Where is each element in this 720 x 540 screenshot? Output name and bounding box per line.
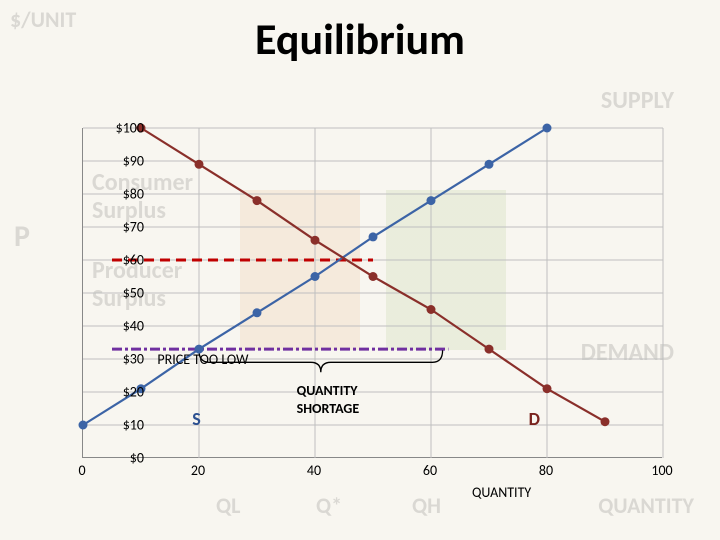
y-tick: $60	[108, 252, 144, 269]
y-tick: $80	[108, 186, 144, 203]
y-tick: $40	[108, 318, 144, 335]
bg-quantity-big: QUANTITY	[598, 492, 694, 519]
quantity-shortage-label-2: SHORTAGE	[297, 400, 360, 417]
y-tick: $30	[108, 351, 144, 368]
price-too-low-label: PRICE TOO LOW	[157, 351, 248, 368]
page-title: Equilibrium	[0, 0, 720, 66]
y-tick: $90	[108, 153, 144, 170]
quantity-shortage-label-1: QUANTITY	[297, 382, 358, 399]
y-tick: $100	[108, 120, 144, 137]
bg-supply-label: SUPPLY	[601, 86, 674, 115]
x-tick: 0	[78, 462, 85, 479]
y-tick: $10	[108, 417, 144, 434]
x-tick: 100	[651, 462, 672, 479]
x-tick: 60	[423, 462, 437, 479]
x-tick: 80	[539, 462, 553, 479]
equilibrium-chart: $0$10$20$30$40$50$60$70$80$90$100 020406…	[42, 128, 690, 488]
y-tick: $50	[108, 285, 144, 302]
demand-series-label: D	[529, 408, 540, 430]
y-tick: $70	[108, 219, 144, 236]
bg-qstar: Q*	[316, 492, 342, 519]
plot-area	[82, 128, 662, 458]
bg-qh: QH	[412, 492, 441, 519]
chart-svg	[83, 128, 662, 457]
supply-series-label: S	[192, 408, 201, 430]
x-tick: 20	[191, 462, 205, 479]
y-tick: $0	[108, 450, 144, 467]
x-tick: 40	[307, 462, 321, 479]
bg-p-label: P	[14, 218, 30, 255]
y-tick: $20	[108, 384, 144, 401]
x-axis-label: QUANTITY	[472, 484, 531, 501]
bg-ql: QL	[216, 492, 240, 519]
